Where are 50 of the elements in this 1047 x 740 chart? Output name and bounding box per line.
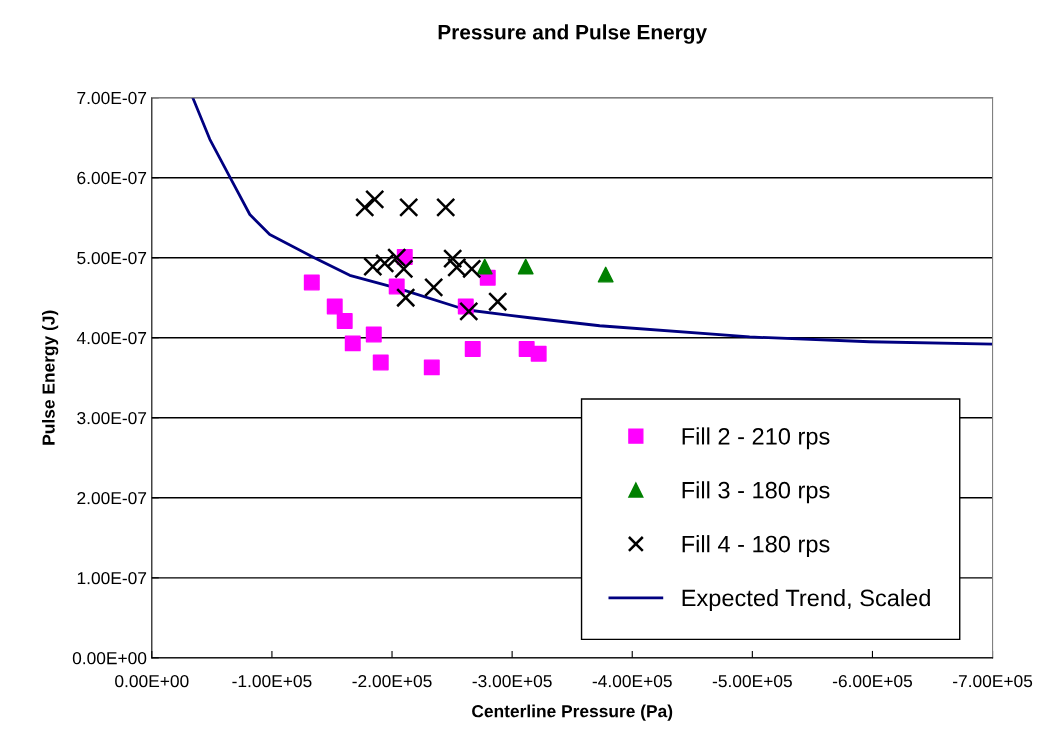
chart-title: Pressure and Pulse Energy [438,24,707,44]
point [326,298,343,315]
point [395,287,416,308]
point [372,354,389,371]
y-tick-label: 6.00E-07 [77,171,147,185]
legend-label: Fill 3 - 180 rps [682,481,830,504]
x-tick-label: -2.00E+05 [352,674,432,688]
x-tick-label: -3.00E+05 [472,674,552,688]
y-tick-label: 2.00E-07 [77,491,147,505]
point [303,274,320,291]
legend-label: Fill 2 - 210 rps [682,427,830,450]
line-series [191,97,993,346]
y-tick-label: 5.00E-07 [77,251,147,265]
legend-label: Expected Trend, Scaled [682,588,930,611]
y-tick-label: 3.00E-07 [77,411,147,425]
y-tick-label: 1.00E-07 [77,572,147,585]
y-tick-label: 7.00E-07 [77,91,147,105]
x-tick-label: -1.00E+05 [232,674,312,688]
point [336,312,353,329]
point [365,326,382,343]
x-axis-title: Centerline Pressure (Pa) [472,704,673,721]
point [355,197,375,218]
point [364,189,385,210]
point [517,258,534,275]
y-tick-label: 4.00E-07 [76,331,147,345]
x-tick-label: 0.00E+00 [115,674,189,688]
legend-label: Fill 4 - 180 rps [682,535,830,558]
point [487,291,508,312]
point [597,266,614,283]
x-tick-label: -7.00E+05 [953,674,1033,688]
point [530,345,547,362]
x-tick-label: -6.00E+05 [832,674,913,688]
point [388,278,405,295]
point [459,301,479,322]
point [386,247,407,268]
y-tick-label: 0.00E+00 [72,652,147,665]
point [363,256,383,277]
point [435,197,456,218]
point [423,359,440,376]
point [423,277,444,298]
y-axis-title: Pulse Energy (J) [41,310,59,445]
point [442,248,463,269]
point [374,253,395,274]
point [464,340,481,357]
point [394,259,414,279]
point [398,197,419,218]
x-tick-label: -5.00E+05 [712,674,792,688]
x-tick-label: -4.00E+05 [592,674,672,688]
point [344,335,361,352]
point [476,258,493,275]
